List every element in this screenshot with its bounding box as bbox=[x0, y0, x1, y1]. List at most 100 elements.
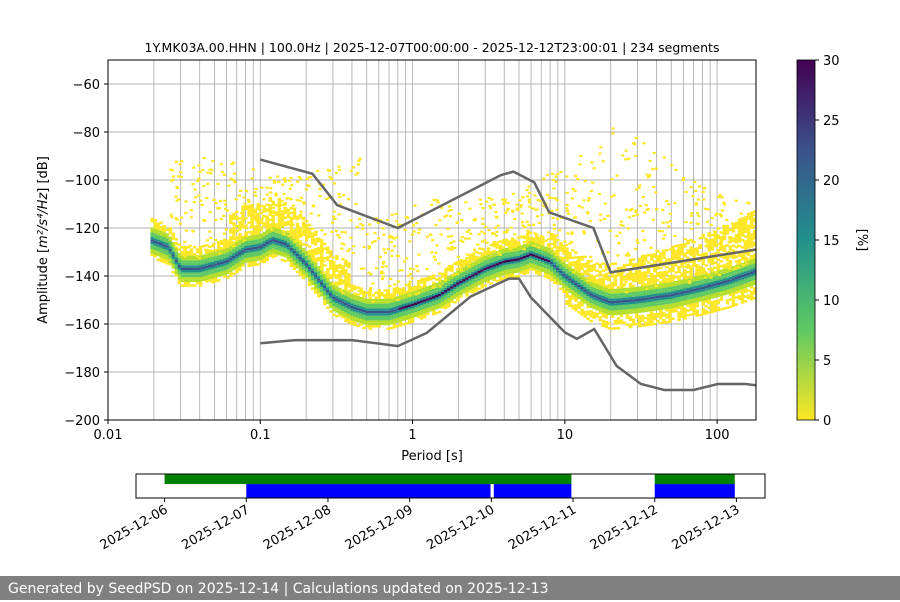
heatmap-cell bbox=[683, 300, 687, 303]
heatmap-cell bbox=[250, 256, 254, 260]
heatmap-cell bbox=[637, 293, 642, 297]
heatmap-cell bbox=[174, 242, 178, 245]
heatmap-cell bbox=[622, 275, 627, 279]
heatmap-cell bbox=[241, 257, 245, 260]
heatmap-cell bbox=[362, 245, 366, 249]
heatmap-cell bbox=[383, 313, 388, 316]
heatmap-cell bbox=[740, 229, 745, 232]
heatmap-cell bbox=[301, 226, 306, 229]
heatmap-cell bbox=[553, 269, 557, 273]
heatmap-cell bbox=[253, 208, 257, 211]
heatmap-cell bbox=[710, 284, 715, 287]
heatmap-cell bbox=[577, 268, 581, 271]
heatmap-cell bbox=[150, 234, 154, 238]
chart-title: 1Y.MK03A.00.HHN | 100.0Hz | 2025-12-07T0… bbox=[145, 40, 720, 55]
heatmap-cell bbox=[604, 323, 609, 326]
heatmap-cell bbox=[162, 256, 166, 259]
heatmap-cell bbox=[643, 304, 648, 308]
heatmap-cell bbox=[383, 322, 388, 326]
heatmap-cell bbox=[204, 263, 209, 266]
heatmap-cell bbox=[680, 265, 684, 268]
heatmap-cell bbox=[396, 223, 401, 226]
heatmap-cell bbox=[746, 253, 751, 256]
heatmap-cell bbox=[522, 263, 527, 266]
heatmap-cell bbox=[398, 307, 403, 310]
heatmap-cell bbox=[265, 237, 269, 240]
heatmap-cell bbox=[229, 228, 233, 232]
heatmap-cell bbox=[550, 273, 554, 277]
heatmap-cell bbox=[235, 215, 239, 218]
heatmap-cell bbox=[583, 284, 587, 287]
segment-bar bbox=[246, 484, 491, 498]
heatmap-cell bbox=[389, 277, 393, 280]
heatmap-cell bbox=[395, 301, 400, 304]
heatmap-cell bbox=[746, 212, 751, 216]
heatmap-cell bbox=[710, 267, 715, 270]
heatmap-cell bbox=[329, 310, 333, 313]
heatmap-cell bbox=[282, 230, 286, 233]
heatmap-cell bbox=[362, 326, 366, 330]
heatmap-cell bbox=[634, 313, 639, 316]
heatmap-cell bbox=[471, 252, 475, 256]
heatmap-cell bbox=[556, 277, 560, 280]
heatmap-cell bbox=[422, 289, 427, 293]
heatmap-cell bbox=[661, 237, 666, 240]
heatmap-cell bbox=[586, 288, 590, 292]
heatmap-cell bbox=[459, 273, 463, 276]
heatmap-cell bbox=[350, 293, 354, 297]
heatmap-cell bbox=[689, 282, 693, 285]
heatmap-cell bbox=[631, 258, 636, 261]
heatmap-cell bbox=[519, 266, 524, 270]
heatmap-cell bbox=[174, 160, 178, 163]
heatmap-cell bbox=[725, 218, 729, 222]
heatmap-cell bbox=[444, 302, 448, 305]
heatmap-cell bbox=[725, 292, 730, 295]
heatmap-cell bbox=[547, 271, 551, 275]
heatmap-cell bbox=[462, 281, 466, 284]
heatmap-cell bbox=[171, 242, 176, 245]
heatmap-cell bbox=[632, 141, 636, 145]
heatmap-cell bbox=[592, 268, 596, 271]
heatmap-cell bbox=[390, 296, 395, 299]
heatmap-cell bbox=[619, 220, 624, 223]
heatmap-cell bbox=[545, 173, 550, 177]
heatmap-cell bbox=[752, 270, 756, 273]
heatmap-cell bbox=[371, 315, 375, 318]
heatmap-cell bbox=[156, 234, 160, 238]
colorbar-tick-label: 30 bbox=[823, 54, 840, 69]
heatmap-cell bbox=[304, 265, 309, 268]
heatmap-cell bbox=[704, 290, 708, 294]
heatmap-cell bbox=[441, 275, 445, 278]
heatmap-cell bbox=[283, 180, 287, 183]
heatmap-cell bbox=[498, 240, 503, 243]
heatmap-cell bbox=[637, 276, 642, 280]
heatmap-cell bbox=[389, 317, 394, 320]
heatmap-cell bbox=[254, 187, 258, 191]
heatmap-cell bbox=[601, 262, 606, 265]
heatmap-cell bbox=[616, 288, 621, 291]
heatmap-cell bbox=[674, 254, 678, 257]
heatmap-cell bbox=[156, 227, 160, 230]
heatmap-cell bbox=[695, 280, 699, 284]
heatmap-cell bbox=[665, 304, 669, 307]
heatmap-cell bbox=[268, 240, 272, 243]
heatmap-cell bbox=[743, 283, 748, 286]
heatmap-cell bbox=[265, 217, 269, 221]
heatmap-cell bbox=[701, 274, 705, 278]
heatmap-cell bbox=[192, 274, 197, 278]
heatmap-cell bbox=[177, 267, 182, 270]
heatmap-cell bbox=[625, 316, 630, 319]
heatmap-cell bbox=[604, 325, 609, 329]
heatmap-cell bbox=[580, 206, 584, 209]
heatmap-cell bbox=[547, 250, 551, 253]
heatmap-cell bbox=[628, 325, 633, 329]
heatmap-cell bbox=[238, 252, 242, 255]
heatmap-cell bbox=[631, 296, 636, 300]
heatmap-cell bbox=[637, 288, 642, 292]
heatmap-cell bbox=[432, 293, 436, 297]
heatmap-cell bbox=[374, 310, 378, 314]
heatmap-cell bbox=[450, 288, 454, 292]
heatmap-cell bbox=[637, 272, 642, 275]
availability-bar bbox=[654, 474, 735, 485]
heatmap-cell bbox=[668, 212, 672, 215]
